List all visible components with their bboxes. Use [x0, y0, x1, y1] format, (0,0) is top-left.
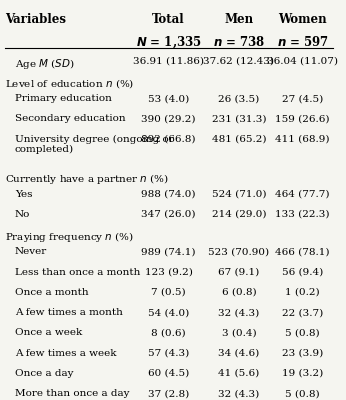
- Text: 36.91 (11.86): 36.91 (11.86): [133, 57, 204, 66]
- Text: 36.04 (11.07): 36.04 (11.07): [267, 57, 338, 66]
- Text: Women: Women: [278, 13, 327, 26]
- Text: 53 (4.0): 53 (4.0): [148, 94, 189, 103]
- Text: Age $M$ ($SD$): Age $M$ ($SD$): [15, 57, 75, 71]
- Text: 57 (4.3): 57 (4.3): [148, 349, 189, 358]
- Text: 54 (4.0): 54 (4.0): [148, 308, 189, 317]
- Text: 60 (4.5): 60 (4.5): [148, 369, 189, 378]
- Text: A few times a week: A few times a week: [15, 349, 116, 358]
- Text: 347 (26.0): 347 (26.0): [142, 210, 196, 219]
- Text: 32 (4.3): 32 (4.3): [218, 308, 260, 317]
- Text: 67 (9.1): 67 (9.1): [218, 268, 260, 277]
- Text: 19 (3.2): 19 (3.2): [282, 369, 323, 378]
- Text: Primary education: Primary education: [15, 94, 112, 103]
- Text: 133 (22.3): 133 (22.3): [275, 210, 330, 219]
- Text: $\bfit{N}$ = 1,335: $\bfit{N}$ = 1,335: [136, 34, 201, 50]
- Text: A few times a month: A few times a month: [15, 308, 122, 317]
- Text: 466 (78.1): 466 (78.1): [275, 248, 330, 256]
- Text: 524 (71.0): 524 (71.0): [212, 190, 266, 199]
- Text: 123 (9.2): 123 (9.2): [145, 268, 193, 277]
- Text: 7 (0.5): 7 (0.5): [151, 288, 186, 297]
- Text: 5 (0.8): 5 (0.8): [285, 389, 320, 398]
- Text: 5 (0.8): 5 (0.8): [285, 328, 320, 338]
- Text: 231 (31.3): 231 (31.3): [212, 114, 266, 124]
- Text: Total: Total: [152, 13, 185, 26]
- Text: 988 (74.0): 988 (74.0): [142, 190, 196, 199]
- Text: University degree (ongoing or
completed): University degree (ongoing or completed): [15, 135, 174, 154]
- Text: 34 (4.6): 34 (4.6): [218, 349, 260, 358]
- Text: More than once a day: More than once a day: [15, 389, 129, 398]
- Text: 1 (0.2): 1 (0.2): [285, 288, 320, 297]
- Text: Secondary education: Secondary education: [15, 114, 125, 124]
- Text: 37 (2.8): 37 (2.8): [148, 389, 189, 398]
- Text: $\bfit{n}$ = 597: $\bfit{n}$ = 597: [277, 34, 328, 48]
- Text: 6 (0.8): 6 (0.8): [221, 288, 256, 297]
- Text: Once a day: Once a day: [15, 369, 73, 378]
- Text: Less than once a month: Less than once a month: [15, 268, 140, 277]
- Text: 23 (3.9): 23 (3.9): [282, 349, 323, 358]
- Text: Praying frequency $n$ (%): Praying frequency $n$ (%): [5, 230, 134, 244]
- Text: 3 (0.4): 3 (0.4): [221, 328, 256, 338]
- Text: 411 (68.9): 411 (68.9): [275, 135, 330, 144]
- Text: Currently have a partner $n$ (%): Currently have a partner $n$ (%): [5, 172, 169, 186]
- Text: 523 (70.90): 523 (70.90): [208, 248, 270, 256]
- Text: Once a month: Once a month: [15, 288, 88, 297]
- Text: 8 (0.6): 8 (0.6): [151, 328, 186, 338]
- Text: No: No: [15, 210, 30, 219]
- Text: 26 (3.5): 26 (3.5): [218, 94, 260, 103]
- Text: 464 (77.7): 464 (77.7): [275, 190, 330, 199]
- Text: 41 (5.6): 41 (5.6): [218, 369, 260, 378]
- Text: 481 (65.2): 481 (65.2): [212, 135, 266, 144]
- Text: 892 (66.8): 892 (66.8): [142, 135, 196, 144]
- Text: Yes: Yes: [15, 190, 32, 199]
- Text: 22 (3.7): 22 (3.7): [282, 308, 323, 317]
- Text: 214 (29.0): 214 (29.0): [212, 210, 266, 219]
- Text: Never: Never: [15, 248, 47, 256]
- Text: $\bfit{n}$ = 738: $\bfit{n}$ = 738: [213, 34, 265, 48]
- Text: 390 (29.2): 390 (29.2): [142, 114, 196, 124]
- Text: Level of education $n$ (%): Level of education $n$ (%): [5, 77, 134, 90]
- Text: 37.62 (12.43): 37.62 (12.43): [203, 57, 274, 66]
- Text: 159 (26.6): 159 (26.6): [275, 114, 330, 124]
- Text: Variables: Variables: [5, 13, 66, 26]
- Text: 56 (9.4): 56 (9.4): [282, 268, 323, 277]
- Text: Men: Men: [224, 13, 254, 26]
- Text: 32 (4.3): 32 (4.3): [218, 389, 260, 398]
- Text: Once a week: Once a week: [15, 328, 82, 338]
- Text: 989 (74.1): 989 (74.1): [142, 248, 196, 256]
- Text: 27 (4.5): 27 (4.5): [282, 94, 323, 103]
